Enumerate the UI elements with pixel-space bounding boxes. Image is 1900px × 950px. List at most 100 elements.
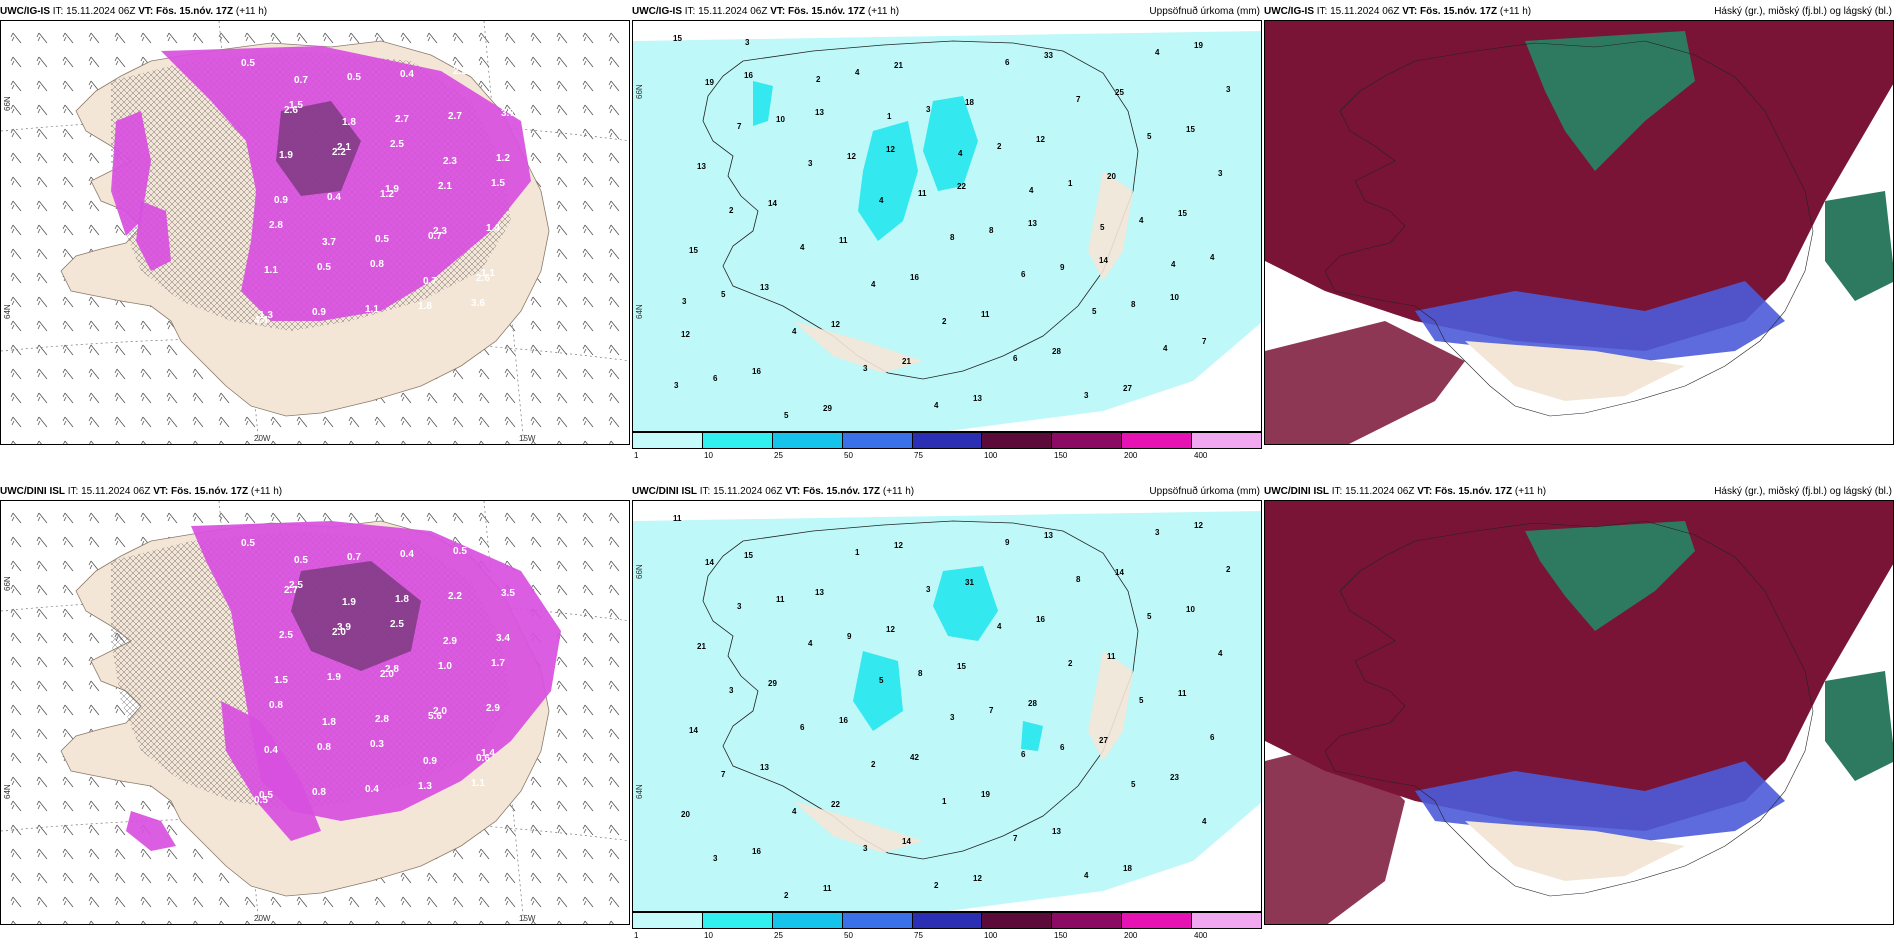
- precip-value: 11: [1178, 689, 1187, 698]
- precip-value: 3: [737, 602, 742, 611]
- wind-barb: [452, 392, 464, 404]
- wind-barb: [583, 440, 588, 444]
- high-cloud: [1265, 321, 1465, 444]
- wind-barb: [608, 632, 620, 644]
- mid-cloud: [1825, 191, 1893, 301]
- wind-barb: [504, 416, 516, 428]
- wind-barb: [582, 896, 594, 908]
- wind-barb: [530, 320, 542, 332]
- wind-barb: [192, 512, 204, 524]
- lat-label: 64N: [3, 784, 12, 799]
- cloud-value: 2.6: [476, 273, 490, 284]
- precip-value: 11: [673, 514, 682, 523]
- wind-barb: [192, 32, 204, 44]
- precip-value: 28: [1028, 699, 1037, 708]
- wind-barb: [140, 344, 152, 356]
- wind-barb: [62, 680, 74, 692]
- precip-value: 2: [942, 317, 947, 326]
- wind-barb: [88, 824, 100, 836]
- precip-value: 27: [1123, 384, 1132, 393]
- wind-barb: [323, 440, 328, 444]
- wind-barb: [375, 920, 380, 924]
- precip-value: 6: [1005, 58, 1010, 67]
- wind-barb: [582, 320, 594, 332]
- wind-barb: [582, 824, 594, 836]
- wind-barb: [115, 440, 120, 444]
- precip-value: 31: [965, 578, 974, 587]
- precip-value: 11: [981, 310, 990, 319]
- colorbar-swatch: [1122, 913, 1193, 928]
- precip-value: 33: [1044, 51, 1053, 60]
- cloud-value: 0.7: [423, 276, 437, 287]
- wind-barb: [556, 224, 568, 236]
- precip-value: 6: [800, 723, 805, 732]
- wind-barb: [375, 440, 380, 444]
- mid-cloud: [1525, 31, 1695, 171]
- wind-barb: [36, 224, 48, 236]
- cloud-value: 0.5: [259, 790, 273, 801]
- wind-barb: [479, 440, 484, 444]
- wind-barb: [36, 776, 48, 788]
- mid-cloud: [1825, 671, 1893, 781]
- precip-value: 3: [863, 364, 868, 373]
- wind-barb: [62, 152, 74, 164]
- wind-barb: [166, 392, 178, 404]
- wind-barb: [348, 896, 360, 908]
- wind-barb: [36, 896, 48, 908]
- precip-field-strong: [1021, 721, 1043, 751]
- precip-value: 12: [831, 320, 840, 329]
- wind-barb: [36, 128, 48, 140]
- wind-barb: [531, 440, 536, 444]
- wind-barb: [218, 416, 230, 428]
- precip-value: 9: [1060, 263, 1065, 272]
- wind-barb: [88, 680, 100, 692]
- precip-title: Uppsöfnuð úrkoma (mm): [1149, 486, 1260, 497]
- wind-barb: [166, 512, 178, 524]
- precip-colorbar: [632, 912, 1262, 929]
- wind-barb: [608, 560, 620, 572]
- wind-barb: [556, 512, 568, 524]
- precip-value: 11: [1107, 652, 1116, 661]
- precip-value: 16: [744, 71, 753, 80]
- low-cloud: [1415, 281, 1785, 361]
- wind-barb: [478, 512, 490, 524]
- cloud-value: 1.7: [491, 658, 505, 669]
- precip-title: Uppsöfnuð úrkoma (mm): [1149, 6, 1260, 17]
- wind-barb: [478, 872, 490, 884]
- wind-barb: [531, 920, 536, 924]
- wind-barb: [582, 872, 594, 884]
- wind-barb: [10, 656, 22, 668]
- wind-barb: [504, 344, 516, 356]
- wind-barb: [452, 896, 464, 908]
- cloud-value: 2.8: [385, 664, 399, 675]
- precip-value: 16: [1036, 615, 1045, 624]
- colorbar-tick: 25: [774, 931, 783, 940]
- wind-barb: [426, 512, 438, 524]
- wind-barb: [140, 392, 152, 404]
- wind-barb: [88, 152, 100, 164]
- wind-barb: [114, 32, 126, 44]
- wind-barb: [426, 896, 438, 908]
- precip-value: 3: [863, 844, 868, 853]
- wind-barb: [218, 32, 230, 44]
- precip-value: 16: [839, 716, 848, 725]
- cloud-value: 0.4: [400, 549, 414, 560]
- wind-barb: [270, 416, 282, 428]
- wind-barb: [36, 728, 48, 740]
- wind-barb: [504, 896, 516, 908]
- low-cloud: [1415, 761, 1785, 841]
- wind-barb: [62, 656, 74, 668]
- lat-label: 66N: [3, 576, 12, 591]
- precip-value: 9: [1005, 538, 1010, 547]
- precip-value: 5: [1147, 132, 1152, 141]
- precip-value: 15: [957, 662, 966, 671]
- precip-field-strong: [923, 96, 978, 191]
- precip-value: 15: [744, 551, 753, 560]
- wind-barb: [244, 512, 256, 524]
- cloud-value: 3.7: [501, 108, 515, 119]
- cloud-value: 1.0: [438, 661, 452, 672]
- precip-value: 14: [1115, 568, 1124, 577]
- colorbar-swatch: [633, 433, 703, 448]
- lat-label: 64N: [635, 784, 644, 799]
- wind-barb: [10, 368, 22, 380]
